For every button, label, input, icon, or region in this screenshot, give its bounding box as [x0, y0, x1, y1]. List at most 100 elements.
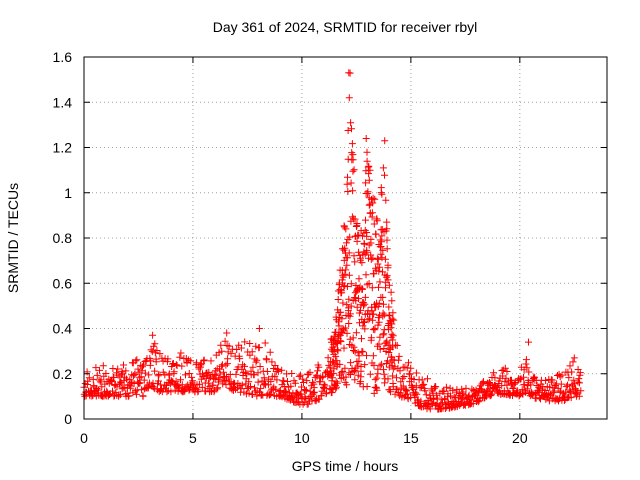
- data-point: [324, 354, 332, 362]
- data-point: [114, 365, 122, 373]
- data-point: [182, 371, 189, 379]
- data-point: [449, 386, 457, 394]
- x-tick-labels: 0 5 10 15 20: [80, 430, 528, 446]
- data-point: [369, 316, 377, 324]
- data-point: [99, 362, 107, 370]
- data-point: [365, 176, 373, 184]
- data-point: [280, 383, 288, 390]
- data-point: [261, 380, 269, 388]
- data-point: [360, 302, 367, 310]
- data-point: [241, 369, 249, 377]
- data-point: [420, 380, 428, 388]
- data-point: [349, 334, 357, 342]
- data-point: [384, 264, 392, 272]
- data-point: [245, 389, 253, 397]
- data-point: [355, 295, 362, 303]
- data-point: [412, 389, 419, 397]
- data-point: [354, 362, 362, 370]
- data-point: [378, 232, 386, 240]
- data-point: [155, 371, 163, 378]
- data-point: [341, 364, 349, 372]
- data-point: [385, 303, 393, 311]
- data-point: [246, 340, 254, 347]
- data-point: [336, 360, 344, 368]
- data-point: [433, 394, 441, 402]
- data-point: [167, 388, 175, 396]
- data-point: [370, 361, 378, 369]
- data-point: [564, 381, 571, 389]
- y-tick-label: 0.8: [53, 230, 73, 246]
- data-point: [379, 293, 387, 301]
- data-point: [389, 372, 397, 380]
- data-point: [367, 334, 375, 342]
- data-point: [566, 362, 574, 370]
- data-point: [426, 405, 434, 413]
- data-point: [346, 310, 354, 318]
- data-point: [335, 322, 343, 330]
- data-point: [373, 386, 381, 394]
- data-point: [92, 364, 100, 372]
- data-point: [377, 189, 385, 197]
- data-point: [284, 378, 291, 385]
- data-point: [525, 368, 533, 376]
- data-point: [297, 390, 305, 398]
- data-point: [217, 362, 225, 370]
- data-point: [372, 264, 380, 272]
- data-point: [200, 357, 208, 365]
- data-point: [357, 306, 364, 314]
- data-point: [432, 383, 440, 391]
- data-point: [328, 374, 336, 382]
- data-point: [102, 370, 110, 377]
- data-point: [371, 324, 379, 332]
- data-point: [120, 361, 127, 369]
- data-point: [384, 276, 392, 284]
- data-point: [130, 372, 137, 380]
- data-point: [156, 350, 164, 358]
- data-point: [376, 362, 384, 370]
- data-point: [321, 382, 329, 390]
- data-point: [151, 367, 159, 375]
- data-point: [381, 171, 388, 179]
- data-point: [570, 376, 578, 384]
- data-point: [344, 127, 352, 134]
- data-point: [345, 295, 353, 303]
- data-point: [405, 359, 412, 367]
- data-point: [155, 377, 162, 385]
- data-point: [198, 383, 206, 391]
- data-point: [377, 243, 385, 250]
- data-point-peak: [570, 354, 578, 362]
- data-point: [343, 254, 351, 262]
- data-point: [419, 381, 427, 389]
- data-point: [522, 356, 530, 364]
- data-point: [304, 370, 312, 378]
- data-point: [310, 388, 318, 396]
- data-point: [345, 249, 353, 257]
- data-point: [338, 315, 346, 323]
- data-point: [334, 318, 342, 326]
- data-point: [442, 383, 450, 391]
- data-point: [575, 392, 583, 400]
- data-point: [123, 375, 130, 383]
- data-point: [183, 359, 191, 367]
- data-point: [116, 391, 124, 399]
- data-point: [232, 370, 240, 378]
- y-tick-label: 0.6: [53, 275, 73, 291]
- data-point: [355, 275, 363, 283]
- data-point: [361, 293, 369, 301]
- y-tick-label: 0.2: [53, 366, 73, 382]
- data-point: [374, 303, 382, 311]
- data-point: [299, 375, 307, 383]
- data-point: [125, 392, 133, 400]
- data-point: [332, 378, 340, 386]
- data-point: [348, 125, 355, 133]
- data-point: [306, 368, 314, 376]
- data-point: [338, 289, 346, 297]
- data-point: [340, 246, 348, 254]
- data-point: [353, 237, 361, 245]
- data-point: [237, 344, 245, 352]
- data-point: [249, 391, 256, 398]
- data-point: [296, 371, 304, 379]
- data-point: [255, 344, 263, 351]
- data-point: [176, 353, 184, 361]
- data-point: [379, 331, 387, 339]
